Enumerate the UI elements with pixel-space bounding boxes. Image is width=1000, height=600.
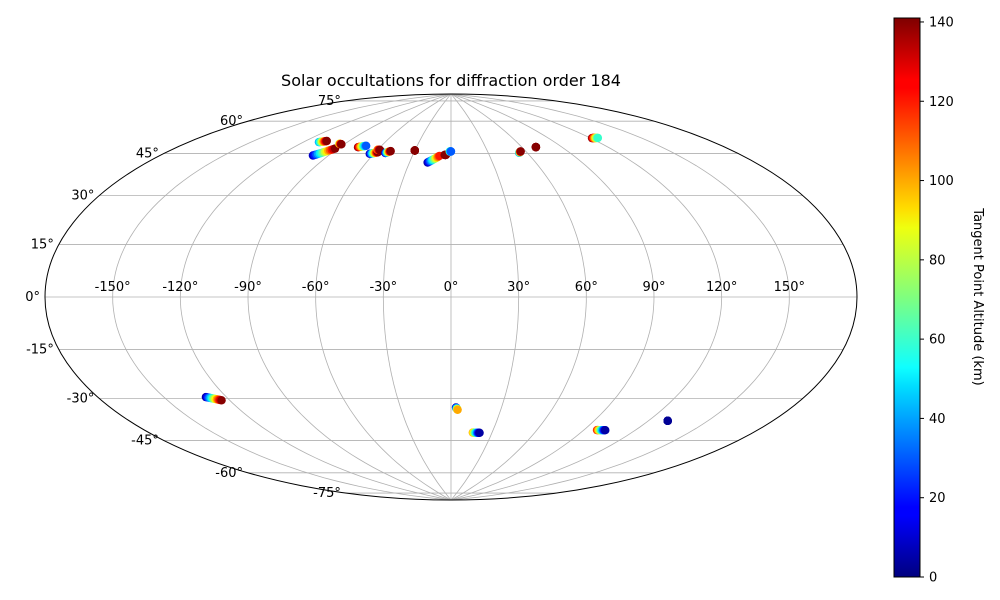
occultation-point: [593, 133, 603, 143]
latitude-tick-label: 45°: [136, 146, 159, 161]
occultation-points: [201, 133, 672, 437]
occultation-point: [446, 147, 456, 156]
longitude-tick-label: 60°: [575, 280, 598, 295]
longitude-tick-label: -150°: [95, 280, 131, 295]
map-boundary: [44, 93, 858, 501]
colorbar-tick-label: 0: [929, 571, 937, 586]
colorbar-tick-label: 60: [929, 333, 946, 348]
colorbar-tick-label: 80: [929, 253, 946, 268]
latitude-tick-label: -45°: [131, 434, 159, 449]
colorbar-tick-label: 40: [929, 412, 946, 427]
latitude-tick-label: -15°: [26, 343, 54, 358]
occultation-point: [453, 405, 462, 414]
latitude-tick-label: 60°: [220, 114, 243, 129]
latitude-tick-label: -30°: [67, 392, 95, 407]
longitude-tick-label: 120°: [706, 280, 737, 295]
longitude-tick-label: -120°: [162, 280, 198, 295]
colorbar-tick-label: 120: [929, 95, 954, 110]
occultation-point: [475, 428, 484, 437]
latitude-tick-labels: -75° -60° -45° -30° -15° 0° 15° 30° 45° 60° 75°: [25, 94, 341, 501]
colorbar-tick-label: 140: [929, 15, 954, 30]
occultation-point: [322, 136, 331, 146]
longitude-tick-label: -90°: [234, 280, 262, 295]
longitude-tick-label: 150°: [774, 280, 805, 295]
longitude-tick-label: -30°: [369, 280, 397, 295]
longitude-tick-labels: -150° -120° -90° -60° -30° 0° 30° 60° 90° 120° 150…: [95, 280, 805, 295]
latitude-tick-label: 75°: [318, 94, 341, 109]
latitude-tick-label: 0°: [25, 290, 40, 305]
longitude-tick-label: -60°: [302, 280, 330, 295]
longitude-tick-label: 30°: [507, 280, 530, 295]
occultation-point: [516, 147, 525, 156]
chart-title: Solar occultations for diffraction order…: [281, 71, 621, 90]
occultation-point: [217, 396, 226, 405]
latitude-tick-label: 15°: [31, 237, 54, 252]
colorbar: [893, 17, 921, 578]
occultation-point: [362, 141, 371, 150]
graticule: [45, 93, 857, 501]
occultation-point: [386, 146, 395, 156]
latitude-tick-label: -60°: [215, 466, 243, 481]
occultation-point: [601, 426, 610, 435]
occultation-point: [410, 146, 419, 155]
colorbar-label: Tangent Point Altitude (km): [970, 207, 985, 385]
longitude-tick-label: 0°: [444, 280, 459, 295]
occultation-point: [531, 142, 541, 152]
occultation-point: [337, 140, 346, 149]
longitude-tick-label: 90°: [642, 280, 665, 295]
latitude-tick-label: -75°: [313, 486, 341, 501]
colorbar-ticks: 0 20 40 60 80 100 120 140: [920, 15, 954, 586]
latitude-tick-label: 30°: [71, 189, 94, 204]
occultation-point: [663, 416, 672, 425]
colorbar-tick-label: 100: [929, 174, 954, 189]
colorbar-tick-label: 20: [929, 491, 946, 506]
